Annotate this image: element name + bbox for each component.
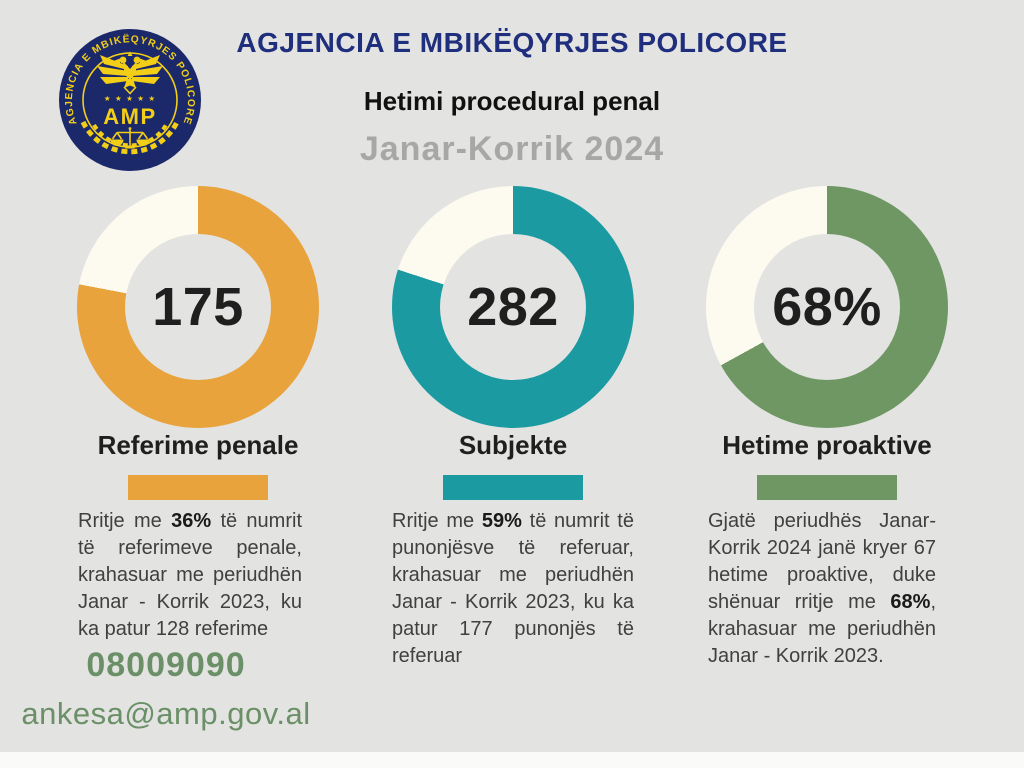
- donut-hole: 68%: [754, 234, 900, 380]
- logo-eagle-icon: [97, 51, 163, 95]
- donut-label-referime: Referime penale: [97, 430, 299, 460]
- note-text: të numrit të punonjësve të referuar, kra…: [392, 510, 634, 667]
- logo-laurel-icon: [80, 120, 180, 155]
- donut-value-subjekte: 282: [467, 277, 559, 337]
- bottom-strip: [0, 752, 1024, 768]
- note-highlight: 36%: [171, 510, 212, 532]
- donut-value-hetime: 68%: [772, 277, 882, 337]
- agency-title: AGJENCIA E MBIKËQYRJES POLICORE: [236, 27, 788, 58]
- donut-hole: 282: [440, 234, 586, 380]
- donut-hole: 175: [125, 234, 271, 380]
- note-paragraph-subjekte: Rritje me 59% të numrit të punonjësve të…: [392, 508, 634, 670]
- donut-ring-hetime: 68%: [706, 186, 948, 428]
- donut-chart-subjekte: 282: [392, 186, 634, 428]
- donut-chart-referime: 175: [77, 186, 319, 428]
- donut-value-referime: 175: [152, 277, 244, 337]
- note-text: Gjatë periudhës Janar-Korrik 2024 janë k…: [708, 510, 936, 613]
- note-text: , krahasuar me periudhën Janar - Korrik …: [708, 591, 936, 667]
- donut-chart-hetime: 68%: [706, 186, 948, 428]
- donut-ring-subjekte: 282: [392, 186, 634, 428]
- contact-block: 08009090 ankesa@amp.gov.al: [16, 646, 316, 732]
- donut-label-subjekte: Subjekte: [458, 430, 568, 460]
- report-title: Hetimi procedural penal: [363, 86, 661, 116]
- accent-bar-hetime: [757, 475, 897, 500]
- donut-label-hetime: Hetime proaktive: [722, 430, 932, 460]
- note-paragraph-hetime: Gjatë periudhës Janar-Korrik 2024 janë k…: [708, 508, 936, 670]
- accent-bar-referime: [128, 475, 268, 500]
- logo-disc: [59, 29, 201, 171]
- phone-number: 08009090: [86, 646, 246, 684]
- report-period: Janar-Korrik 2024: [359, 130, 665, 168]
- note-text: Rritje me: [392, 510, 482, 532]
- note-highlight: 68%: [890, 591, 931, 613]
- donut-ring-referime: 175: [77, 186, 319, 428]
- accent-bar-subjekte: [443, 475, 583, 500]
- email-address: ankesa@amp.gov.al: [21, 696, 311, 731]
- logo-stars: ★ ★ ★ ★ ★: [104, 94, 156, 103]
- note-text: të numrit të referimeve penale, krahasua…: [78, 510, 302, 640]
- amp-logo: AGJENCIA E MBIKËQYRJES POLICORE ★ ★ ★ ★ …: [59, 29, 201, 171]
- logo-acronym: AMP: [103, 104, 156, 129]
- note-text: Rritje me: [78, 510, 172, 532]
- note-paragraph-referime: Rritje me 36% të numrit të referimeve pe…: [78, 508, 302, 643]
- note-highlight: 59%: [481, 510, 522, 532]
